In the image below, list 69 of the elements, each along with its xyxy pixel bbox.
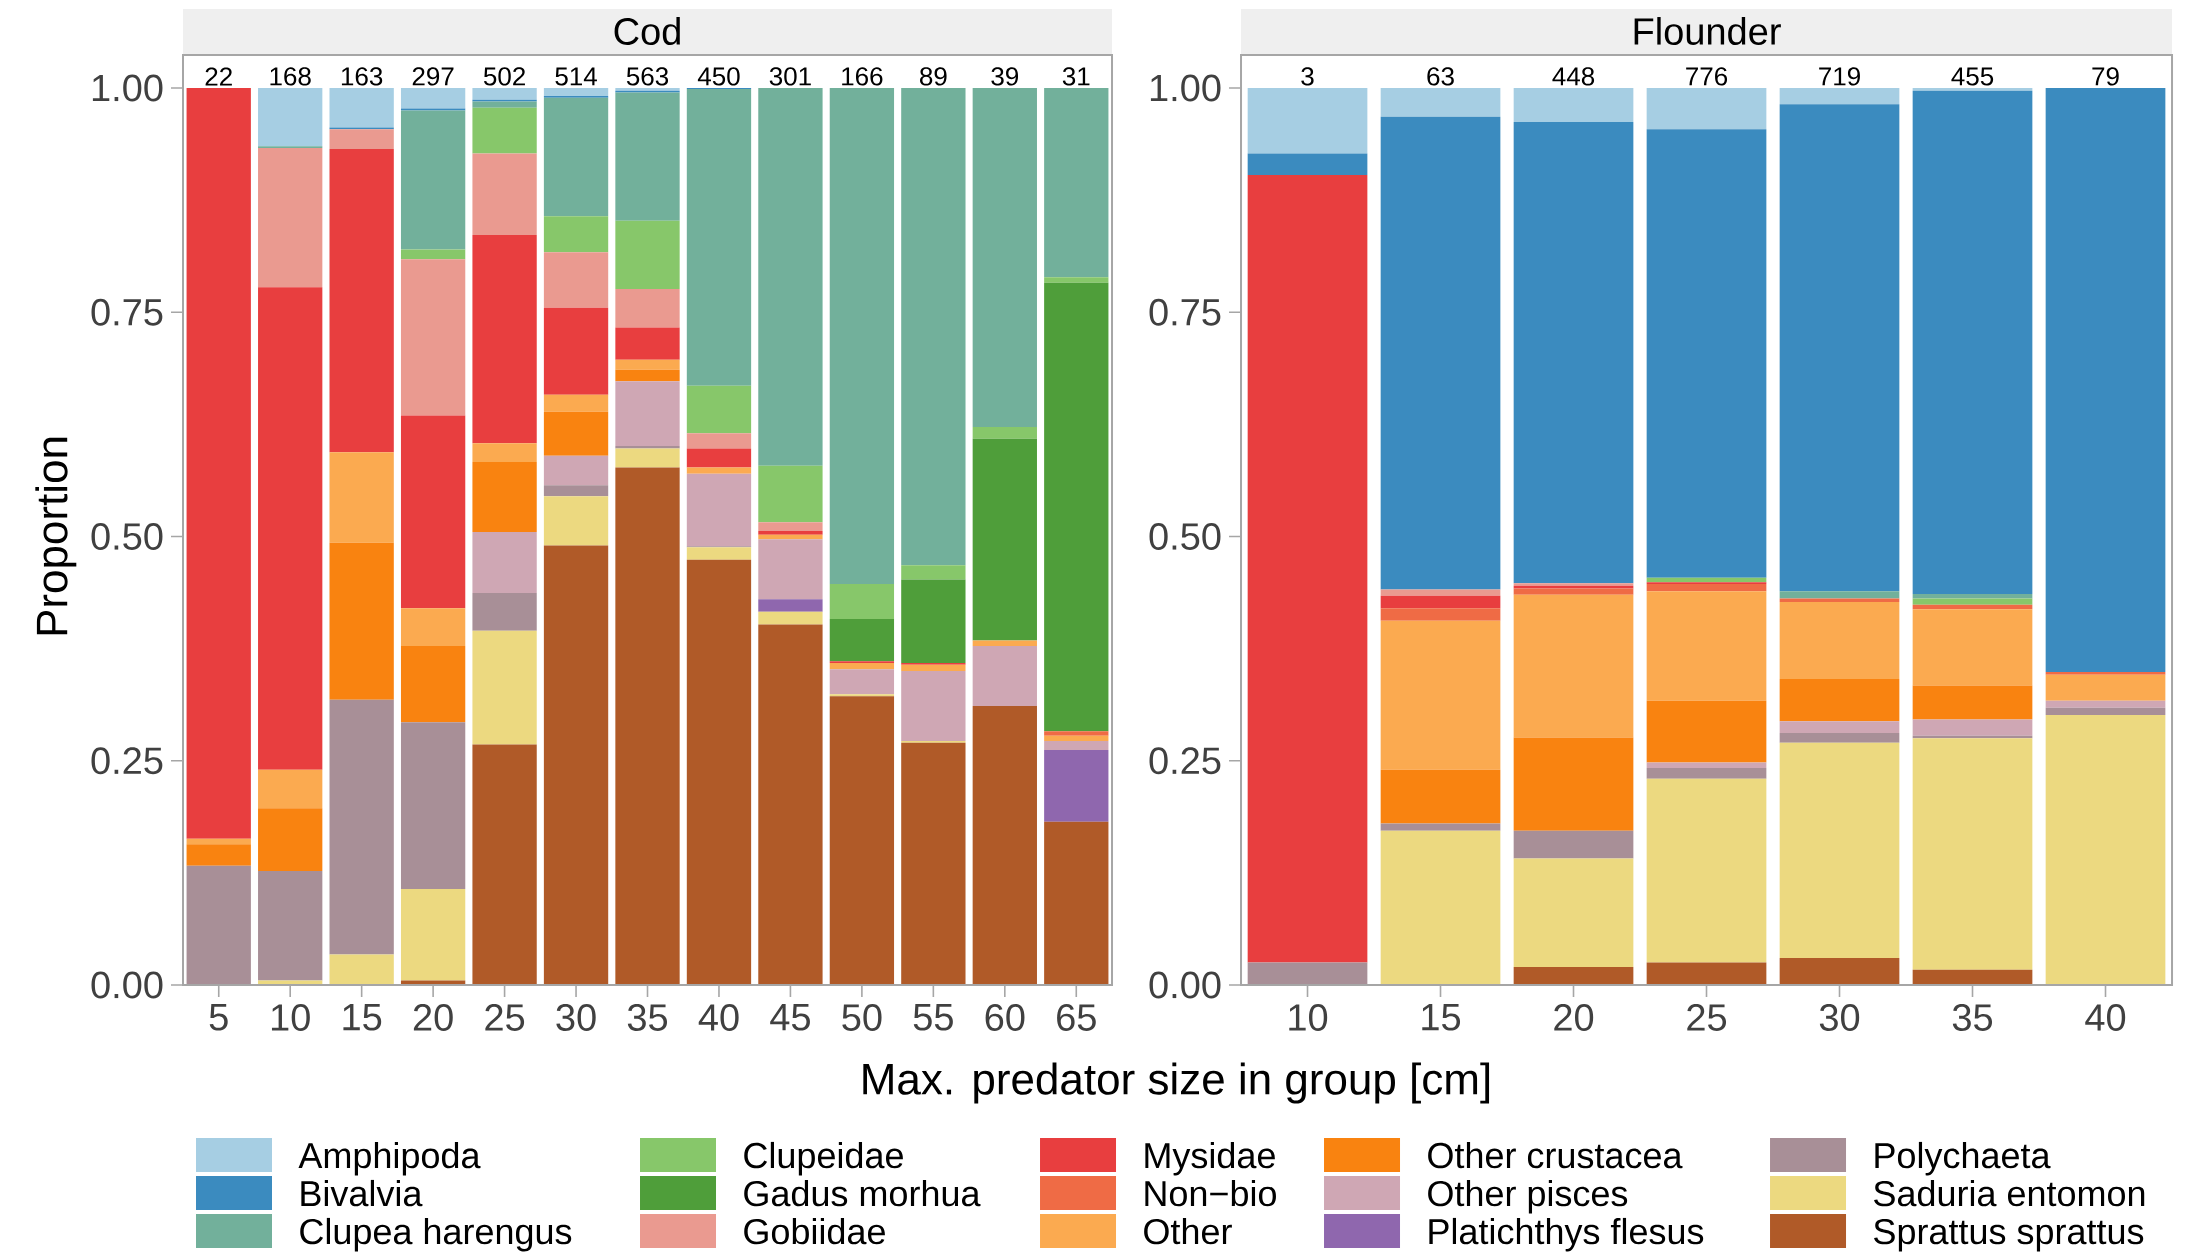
y-tick-label: 0.00 [91,971,163,999]
x-tick-label: 35 [1952,1004,1993,1031]
text: 719 [1819,67,1860,86]
legend-label: Other [1144,1217,1232,1245]
y-tick-label: 1.00 [1150,74,1221,102]
x-tick-label: 20 [1554,1004,1594,1031]
x-tick-label: 30 [556,1004,596,1031]
text: 455 [1951,67,1994,86]
x-tick-label: 40 [698,1004,739,1031]
text: 168 [270,67,311,86]
text: 297 [412,67,454,86]
x-tick-label: 60 [985,1004,1025,1031]
x-tick-label: 10 [1289,1004,1328,1031]
legend-label: Polychaeta [1875,1141,2051,1176]
x-tick-label: 50 [842,1004,882,1031]
x-tick-label: 35 [627,1004,668,1031]
x-tick-label: 55 [913,1004,953,1031]
legend-label: Amphipoda [298,1141,481,1176]
chart-title: Flounder [1634,17,1781,45]
text: 563 [626,67,669,86]
y-tick-label: 0.25 [91,747,163,775]
text: 39 [991,67,1019,86]
text: 776 [1686,67,1728,86]
y-tick-label: 0.00 [1149,971,1221,999]
x-tick-label: 10 [271,1004,310,1031]
text: 450 [697,67,740,86]
x-tick-label: 30 [1819,1004,1860,1031]
x-tick-label: 65 [1057,1004,1096,1031]
y-tick-label: 0.75 [1149,298,1221,326]
text: 79 [2092,67,2119,86]
legend-label: Platichthys flesus [1429,1217,1704,1252]
legend-label: Sprattus sprattus [1874,1218,2144,1252]
text: 448 [1552,67,1595,86]
text: 89 [920,67,947,86]
y-axis-title: Proportion [35,437,77,635]
y-tick-label: 0.75 [91,298,163,326]
text: 163 [341,67,383,86]
text: 301 [769,67,811,86]
legend-label: Mysidae [1145,1141,1275,1176]
y-tick-label: 0.25 [1149,747,1221,775]
text: 31 [1062,67,1090,86]
legend-label: Clupea harengus [300,1217,572,1252]
x-tick-label: 25 [485,1004,525,1031]
text: 514 [555,67,597,86]
chart-title: Cod [614,17,680,45]
legend-label: Other crustacea [1428,1141,1683,1169]
legend-label: Gobiidae [744,1217,885,1245]
y-tick-label: 0.50 [91,523,163,550]
legend-label: Clupeidae [744,1141,903,1176]
text: 63 [1427,67,1454,86]
x-tick-label: 5 [209,1004,228,1031]
text: 22 [205,67,232,86]
legend-label: Bivalvia [301,1179,423,1207]
legend-label: Other pisces [1428,1179,1628,1214]
text: 502 [483,67,525,86]
y-tick-label: 1.00 [92,74,163,102]
x-tick-label: 20 [413,1004,453,1031]
x-tick-label: 15 [343,1004,382,1031]
x-tick-label: 15 [1422,1004,1461,1031]
x-tick-label: 40 [2085,1004,2126,1031]
text: 3 [1301,67,1314,86]
x-tick-label: 45 [770,1004,810,1031]
legend-label: Saduria entomon [1874,1179,2145,1207]
legend-label: Non−bio [1145,1179,1276,1207]
x-tick-label: 25 [1687,1004,1727,1031]
legend-label: Gadus morhua [744,1179,981,1207]
y-tick-label: 0.50 [1149,523,1221,550]
x-axis-title: Max. predator size in group [cm] [863,1062,1490,1104]
text: 166 [842,67,883,86]
